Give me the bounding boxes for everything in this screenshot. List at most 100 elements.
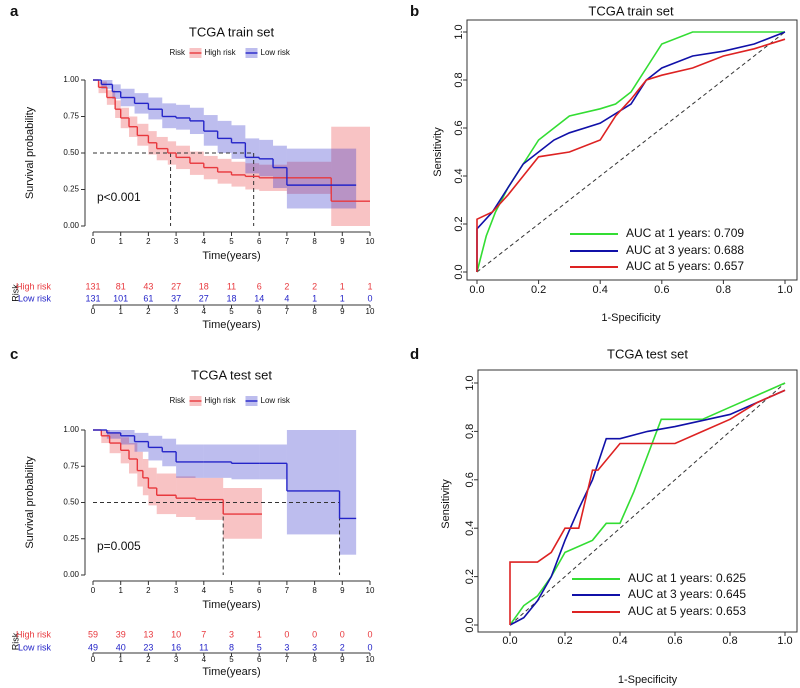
x-tick-label: 8 — [312, 586, 317, 595]
legend-label: AUC at 5 years: 0.657 — [626, 259, 744, 273]
risk-count: 8 — [229, 642, 234, 652]
chart-title: TCGA test set — [191, 367, 272, 382]
y-tick-label: 0.75 — [63, 461, 79, 470]
confidence-band — [339, 430, 357, 555]
reference-diagonal — [509, 382, 786, 626]
x-axis-label: 1-Specificity — [618, 674, 678, 686]
confidence-band — [273, 145, 287, 189]
risk-count: 11 — [227, 281, 236, 291]
confidence-band — [148, 97, 163, 120]
x-axis-label: 1-Specificity — [601, 312, 661, 324]
roc-curve — [476, 31, 785, 273]
y-tick-label: 0.25 — [63, 534, 79, 543]
risk-count: 6 — [257, 281, 262, 291]
confidence-band — [203, 444, 232, 478]
confidence-band — [223, 488, 262, 539]
risk-count: 13 — [143, 629, 153, 639]
confidence-band — [137, 451, 143, 487]
y-axis-label: Sensitivity — [440, 479, 452, 529]
x-tick-label: 0.4 — [612, 635, 627, 647]
confidence-band — [156, 473, 177, 515]
legend-label: AUC at 3 years: 0.688 — [626, 243, 744, 257]
risk-x-tick-label: 8 — [312, 655, 317, 664]
legend-title: Risk — [170, 48, 187, 57]
legend-label: High risk — [205, 396, 237, 405]
confidence-band — [176, 476, 196, 517]
x-tick-label: 0 — [91, 586, 96, 595]
risk-count: 2 — [312, 281, 317, 291]
x-tick-label: 9 — [340, 237, 345, 246]
roc-curve — [476, 31, 786, 272]
panel-letter: d — [410, 346, 419, 363]
risk-x-tick-label: 0 — [91, 655, 96, 664]
confidence-band — [259, 139, 274, 177]
x-tick-label: 5 — [229, 237, 234, 246]
risk-x-tick-label: 9 — [340, 655, 345, 664]
y-tick-label: 0.8 — [464, 424, 476, 439]
risk-count: 18 — [226, 293, 236, 303]
chart-title: TCGA train set — [189, 24, 275, 39]
x-tick-label: 0.2 — [557, 635, 572, 647]
chart-title: TCGA test set — [607, 346, 688, 361]
y-tick-label: 0.50 — [63, 498, 79, 507]
legend-label: AUC at 1 years: 0.709 — [626, 226, 744, 240]
legend-label: AUC at 1 years: 0.625 — [628, 571, 746, 585]
confidence-band — [137, 123, 149, 146]
confidence-band — [231, 161, 246, 187]
panel-letter: c — [10, 346, 18, 363]
x-axis-label: Time(years) — [202, 599, 260, 611]
confidence-band — [148, 467, 157, 506]
y-tick-label: 1.0 — [464, 375, 476, 390]
y-axis-label: Sensitivity — [432, 127, 444, 177]
y-tick-label: 0.0 — [453, 264, 465, 279]
confidence-band — [217, 120, 232, 153]
y-tick-label: 0.00 — [63, 570, 79, 579]
confidence-band — [231, 125, 246, 159]
risk-count: 0 — [367, 293, 372, 303]
y-tick-label: 0.0 — [464, 617, 476, 632]
roc-curve — [476, 38, 786, 272]
x-tick-label: 8 — [312, 237, 317, 246]
risk-count: 40 — [116, 642, 126, 652]
y-tick-label: 0.25 — [63, 185, 79, 194]
risk-count: 1 — [367, 281, 372, 291]
x-tick-label: 7 — [285, 237, 290, 246]
risk-row-label: High risk — [16, 281, 52, 291]
y-tick-label: 0.6 — [453, 120, 465, 135]
roc-curve — [509, 389, 786, 625]
x-tick-label: 7 — [285, 586, 290, 595]
x-tick-label: 0.2 — [531, 284, 546, 296]
confidence-band — [286, 148, 357, 209]
y-tick-label: 1.0 — [453, 24, 465, 39]
risk-x-tick-label: 5 — [229, 655, 234, 664]
y-tick-label: 0.6 — [464, 472, 476, 487]
confidence-band — [286, 430, 340, 535]
confidence-band — [134, 432, 149, 452]
risk-count: 101 — [113, 293, 128, 303]
risk-row-label: High risk — [16, 629, 52, 639]
risk-count: 4 — [284, 293, 289, 303]
risk-count: 49 — [88, 642, 98, 652]
confidence-band — [203, 115, 218, 146]
risk-x-tick-label: 6 — [257, 307, 262, 316]
risk-table-title: Risk — [10, 632, 20, 650]
risk-count: 1 — [312, 293, 317, 303]
x-tick-label: 4 — [202, 586, 207, 595]
risk-count: 43 — [143, 281, 153, 291]
risk-count: 1 — [257, 629, 262, 639]
risk-x-tick-label: 0 — [91, 307, 96, 316]
risk-x-tick-label: 1 — [118, 655, 123, 664]
legend-label: AUC at 5 years: 0.653 — [628, 604, 746, 618]
confidence-band — [176, 444, 204, 478]
risk-x-tick-label: 7 — [285, 307, 290, 316]
risk-count: 3 — [229, 629, 234, 639]
risk-count: 10 — [171, 629, 181, 639]
risk-x-tick-label: 4 — [202, 307, 207, 316]
x-tick-label: 1.0 — [777, 635, 792, 647]
y-tick-label: 0.75 — [63, 112, 79, 121]
risk-count: 1 — [340, 293, 345, 303]
x-tick-label: 0.4 — [593, 284, 608, 296]
risk-count: 3 — [312, 642, 317, 652]
plot-frame — [466, 19, 798, 281]
y-axis-label: Survival probability — [24, 456, 36, 549]
